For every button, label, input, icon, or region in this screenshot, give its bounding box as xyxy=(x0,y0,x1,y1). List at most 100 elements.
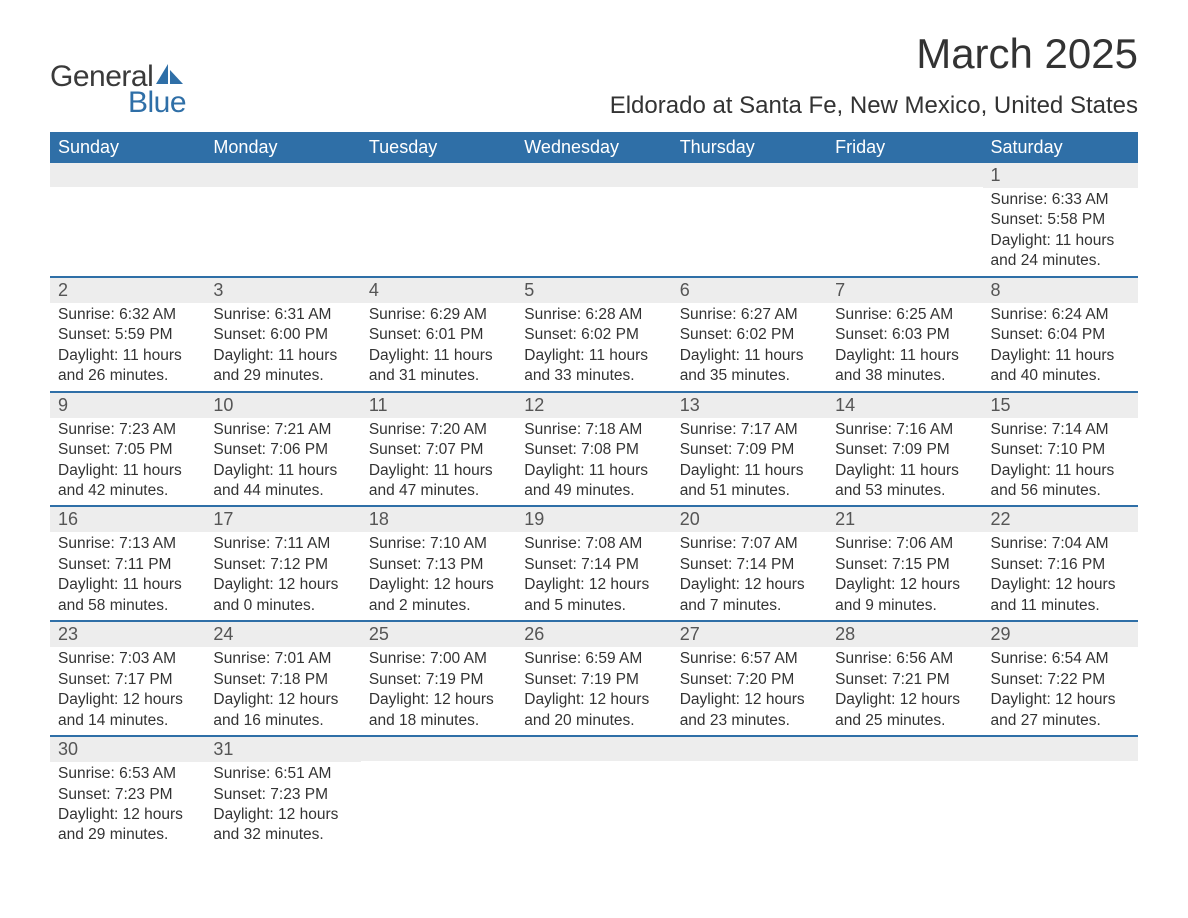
day-number: 7 xyxy=(827,278,982,303)
day-details: Sunrise: 7:10 AMSunset: 7:13 PMDaylight:… xyxy=(361,532,516,620)
day-details: Sunrise: 7:06 AMSunset: 7:15 PMDaylight:… xyxy=(827,532,982,620)
day-details: Sunrise: 6:54 AMSunset: 7:22 PMDaylight:… xyxy=(983,647,1138,735)
day-number: 14 xyxy=(827,393,982,418)
day-details: Sunrise: 7:11 AMSunset: 7:12 PMDaylight:… xyxy=(205,532,360,620)
daylight-line: Daylight: 11 hours and 51 minutes. xyxy=(680,461,819,502)
calendar-day-cell: 30Sunrise: 6:53 AMSunset: 7:23 PMDayligh… xyxy=(50,736,205,850)
sunrise-line: Sunrise: 6:56 AM xyxy=(835,649,974,669)
weekday-header: Friday xyxy=(827,132,982,163)
empty-day-strip xyxy=(672,737,827,761)
sunrise-line: Sunrise: 6:27 AM xyxy=(680,305,819,325)
calendar-day-cell: 17Sunrise: 7:11 AMSunset: 7:12 PMDayligh… xyxy=(205,506,360,621)
day-number: 19 xyxy=(516,507,671,532)
day-number: 12 xyxy=(516,393,671,418)
sunrise-line: Sunrise: 7:08 AM xyxy=(524,534,663,554)
day-details: Sunrise: 7:03 AMSunset: 7:17 PMDaylight:… xyxy=(50,647,205,735)
calendar-empty-cell xyxy=(672,163,827,277)
day-details: Sunrise: 7:04 AMSunset: 7:16 PMDaylight:… xyxy=(983,532,1138,620)
sunset-line: Sunset: 6:00 PM xyxy=(213,325,352,345)
weekday-header: Tuesday xyxy=(361,132,516,163)
calendar-week-row: 16Sunrise: 7:13 AMSunset: 7:11 PMDayligh… xyxy=(50,506,1138,621)
calendar-week-row: 1Sunrise: 6:33 AMSunset: 5:58 PMDaylight… xyxy=(50,163,1138,277)
day-number: 24 xyxy=(205,622,360,647)
day-number: 29 xyxy=(983,622,1138,647)
sunset-line: Sunset: 5:58 PM xyxy=(991,210,1130,230)
sunset-line: Sunset: 7:06 PM xyxy=(213,440,352,460)
day-details: Sunrise: 6:57 AMSunset: 7:20 PMDaylight:… xyxy=(672,647,827,735)
calendar-day-cell: 23Sunrise: 7:03 AMSunset: 7:17 PMDayligh… xyxy=(50,621,205,736)
sunrise-line: Sunrise: 7:13 AM xyxy=(58,534,197,554)
daylight-line: Daylight: 12 hours and 16 minutes. xyxy=(213,690,352,731)
daylight-line: Daylight: 11 hours and 49 minutes. xyxy=(524,461,663,502)
sunset-line: Sunset: 7:22 PM xyxy=(991,670,1130,690)
sunrise-line: Sunrise: 6:29 AM xyxy=(369,305,508,325)
sunrise-line: Sunrise: 6:54 AM xyxy=(991,649,1130,669)
sunset-line: Sunset: 7:05 PM xyxy=(58,440,197,460)
calendar-empty-cell xyxy=(672,736,827,850)
sunset-line: Sunset: 6:01 PM xyxy=(369,325,508,345)
empty-day-strip xyxy=(50,163,205,187)
calendar-day-cell: 16Sunrise: 7:13 AMSunset: 7:11 PMDayligh… xyxy=(50,506,205,621)
day-details: Sunrise: 7:01 AMSunset: 7:18 PMDaylight:… xyxy=(205,647,360,735)
calendar-empty-cell xyxy=(361,163,516,277)
sunset-line: Sunset: 7:21 PM xyxy=(835,670,974,690)
sunset-line: Sunset: 7:07 PM xyxy=(369,440,508,460)
day-number: 27 xyxy=(672,622,827,647)
day-number: 8 xyxy=(983,278,1138,303)
daylight-line: Daylight: 11 hours and 47 minutes. xyxy=(369,461,508,502)
day-number: 5 xyxy=(516,278,671,303)
day-number: 4 xyxy=(361,278,516,303)
title-block: March 2025 Eldorado at Santa Fe, New Mex… xyxy=(610,30,1138,120)
location-text: Eldorado at Santa Fe, New Mexico, United… xyxy=(610,92,1138,120)
calendar-day-cell: 10Sunrise: 7:21 AMSunset: 7:06 PMDayligh… xyxy=(205,392,360,507)
daylight-line: Daylight: 12 hours and 20 minutes. xyxy=(524,690,663,731)
daylight-line: Daylight: 12 hours and 27 minutes. xyxy=(991,690,1130,731)
weekday-header: Monday xyxy=(205,132,360,163)
sunrise-line: Sunrise: 7:11 AM xyxy=(213,534,352,554)
empty-day-strip xyxy=(205,163,360,187)
daylight-line: Daylight: 11 hours and 38 minutes. xyxy=(835,346,974,387)
day-number: 11 xyxy=(361,393,516,418)
day-details: Sunrise: 6:53 AMSunset: 7:23 PMDaylight:… xyxy=(50,762,205,850)
sunset-line: Sunset: 5:59 PM xyxy=(58,325,197,345)
calendar-day-cell: 25Sunrise: 7:00 AMSunset: 7:19 PMDayligh… xyxy=(361,621,516,736)
day-number: 20 xyxy=(672,507,827,532)
calendar-day-cell: 4Sunrise: 6:29 AMSunset: 6:01 PMDaylight… xyxy=(361,277,516,392)
sunset-line: Sunset: 6:04 PM xyxy=(991,325,1130,345)
empty-day-strip xyxy=(827,163,982,187)
sunset-line: Sunset: 7:11 PM xyxy=(58,555,197,575)
sunrise-line: Sunrise: 7:20 AM xyxy=(369,420,508,440)
day-number: 31 xyxy=(205,737,360,762)
sunrise-line: Sunrise: 6:25 AM xyxy=(835,305,974,325)
empty-day-strip xyxy=(516,163,671,187)
weekday-header: Saturday xyxy=(983,132,1138,163)
daylight-line: Daylight: 11 hours and 35 minutes. xyxy=(680,346,819,387)
sunset-line: Sunset: 7:13 PM xyxy=(369,555,508,575)
weekday-header-row: SundayMondayTuesdayWednesdayThursdayFrid… xyxy=(50,132,1138,163)
sunrise-line: Sunrise: 7:23 AM xyxy=(58,420,197,440)
day-details: Sunrise: 7:14 AMSunset: 7:10 PMDaylight:… xyxy=(983,418,1138,506)
daylight-line: Daylight: 12 hours and 0 minutes. xyxy=(213,575,352,616)
sunset-line: Sunset: 6:03 PM xyxy=(835,325,974,345)
daylight-line: Daylight: 12 hours and 5 minutes. xyxy=(524,575,663,616)
sunset-line: Sunset: 7:18 PM xyxy=(213,670,352,690)
sunset-line: Sunset: 6:02 PM xyxy=(680,325,819,345)
day-number: 3 xyxy=(205,278,360,303)
daylight-line: Daylight: 12 hours and 18 minutes. xyxy=(369,690,508,731)
daylight-line: Daylight: 12 hours and 2 minutes. xyxy=(369,575,508,616)
calendar-day-cell: 5Sunrise: 6:28 AMSunset: 6:02 PMDaylight… xyxy=(516,277,671,392)
brand-text-2: Blue xyxy=(128,86,186,120)
day-details: Sunrise: 7:00 AMSunset: 7:19 PMDaylight:… xyxy=(361,647,516,735)
sunset-line: Sunset: 7:19 PM xyxy=(369,670,508,690)
calendar-day-cell: 13Sunrise: 7:17 AMSunset: 7:09 PMDayligh… xyxy=(672,392,827,507)
sunrise-line: Sunrise: 6:28 AM xyxy=(524,305,663,325)
sunrise-line: Sunrise: 7:14 AM xyxy=(991,420,1130,440)
day-details: Sunrise: 7:23 AMSunset: 7:05 PMDaylight:… xyxy=(50,418,205,506)
sunrise-line: Sunrise: 7:16 AM xyxy=(835,420,974,440)
calendar-day-cell: 1Sunrise: 6:33 AMSunset: 5:58 PMDaylight… xyxy=(983,163,1138,277)
daylight-line: Daylight: 12 hours and 32 minutes. xyxy=(213,805,352,846)
calendar-empty-cell xyxy=(516,163,671,277)
day-details: Sunrise: 6:51 AMSunset: 7:23 PMDaylight:… xyxy=(205,762,360,850)
sunset-line: Sunset: 7:08 PM xyxy=(524,440,663,460)
empty-day-strip xyxy=(361,163,516,187)
